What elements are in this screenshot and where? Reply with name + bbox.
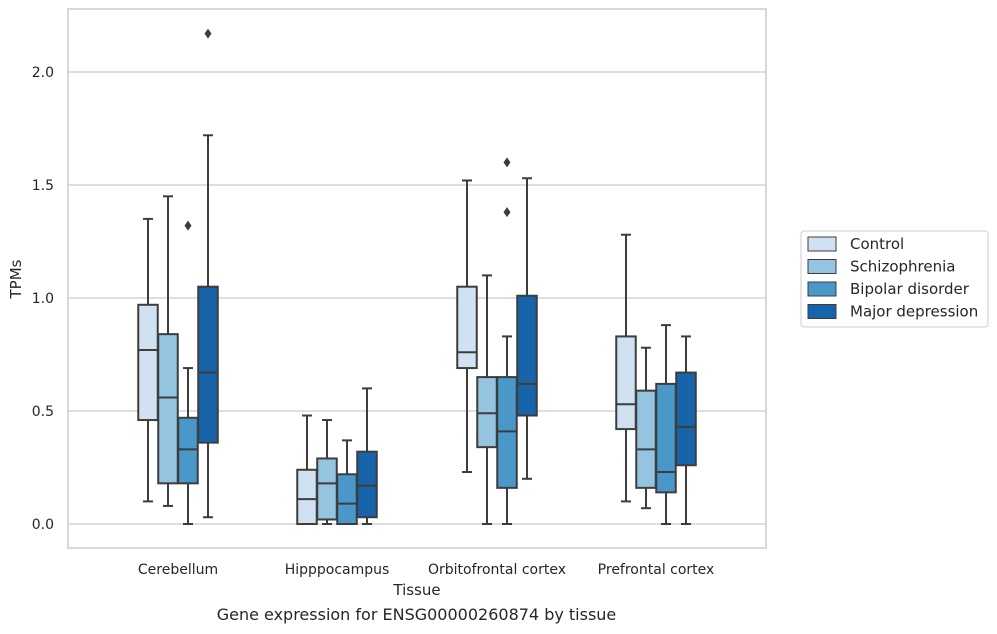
box-body bbox=[336, 473, 358, 525]
box-body bbox=[635, 389, 657, 489]
y-tick-label: 0.0 bbox=[32, 517, 54, 533]
legend-label: Major depression bbox=[850, 303, 978, 321]
box-body bbox=[675, 371, 697, 467]
legend-label: Control bbox=[850, 235, 904, 253]
box-body bbox=[157, 333, 179, 485]
legend-frame bbox=[800, 230, 989, 328]
box-body bbox=[137, 303, 159, 422]
box-1-3 bbox=[635, 346, 657, 510]
y-tick-label: 1.0 bbox=[32, 291, 54, 307]
boxes bbox=[137, 28, 697, 526]
box-2-0 bbox=[177, 220, 199, 525]
box-3-0 bbox=[197, 28, 219, 519]
box-body bbox=[496, 376, 518, 489]
outlier-marker bbox=[503, 157, 511, 168]
box-body bbox=[296, 468, 318, 526]
box-body bbox=[655, 382, 677, 494]
legend-item: Control bbox=[807, 235, 904, 253]
box-body bbox=[197, 285, 219, 444]
legend-label: Schizophrenia bbox=[850, 258, 955, 276]
box-0-3 bbox=[615, 233, 637, 503]
box-body bbox=[516, 294, 538, 417]
legend-label: Bipolar disorder bbox=[850, 280, 970, 298]
x-axis-title: Tissue bbox=[392, 581, 440, 599]
box-body bbox=[615, 335, 637, 431]
outlier-marker bbox=[204, 28, 212, 39]
box-1-2 bbox=[476, 274, 498, 525]
box-body bbox=[476, 376, 498, 449]
legend-item: Major depression bbox=[807, 303, 978, 321]
y-tick-labels: 0.0 0.5 1.0 1.5 2.0 bbox=[32, 65, 54, 533]
y-tick-label: 0.5 bbox=[32, 404, 54, 420]
legend: Control Schizophrenia Bipolar disorder Majo… bbox=[800, 230, 989, 328]
box-0-2 bbox=[456, 179, 478, 474]
legend-swatch bbox=[807, 236, 837, 252]
box-body bbox=[356, 450, 378, 519]
x-tick-label: Prefrontal cortex bbox=[598, 562, 715, 578]
y-axis-title: TPMs bbox=[7, 259, 25, 299]
box-body bbox=[456, 285, 478, 370]
outlier-marker bbox=[184, 220, 192, 231]
legend-swatch bbox=[807, 259, 837, 274]
box-body bbox=[316, 457, 338, 521]
y-tick-label: 2.0 bbox=[32, 65, 54, 81]
figure-caption: Gene expression for ENSG00000260874 by t… bbox=[216, 605, 617, 624]
x-tick-labels: Cerebellum Hipppocampus Orbitofrontal cort… bbox=[138, 562, 714, 578]
legend-item: Schizophrenia bbox=[807, 258, 955, 276]
box-3-3 bbox=[675, 335, 697, 525]
outlier-marker bbox=[503, 207, 511, 218]
y-tick-label: 1.5 bbox=[32, 178, 54, 194]
box-2-2 bbox=[496, 157, 518, 525]
box-body bbox=[177, 416, 199, 485]
box-0-0 bbox=[137, 217, 159, 503]
box-1-0 bbox=[157, 195, 179, 507]
box-2-1 bbox=[336, 439, 358, 525]
box-0-1 bbox=[296, 414, 318, 526]
x-tick-label: Hipppocampus bbox=[285, 562, 390, 578]
x-tick-label: Orbitofrontal cortex bbox=[428, 562, 566, 578]
box-3-2 bbox=[516, 177, 538, 480]
x-tick-label: Cerebellum bbox=[138, 562, 218, 578]
legend-item: Bipolar disorder bbox=[807, 280, 970, 298]
legend-swatch bbox=[807, 304, 837, 319]
box-3-1 bbox=[356, 387, 378, 525]
legend-swatch bbox=[807, 281, 837, 297]
